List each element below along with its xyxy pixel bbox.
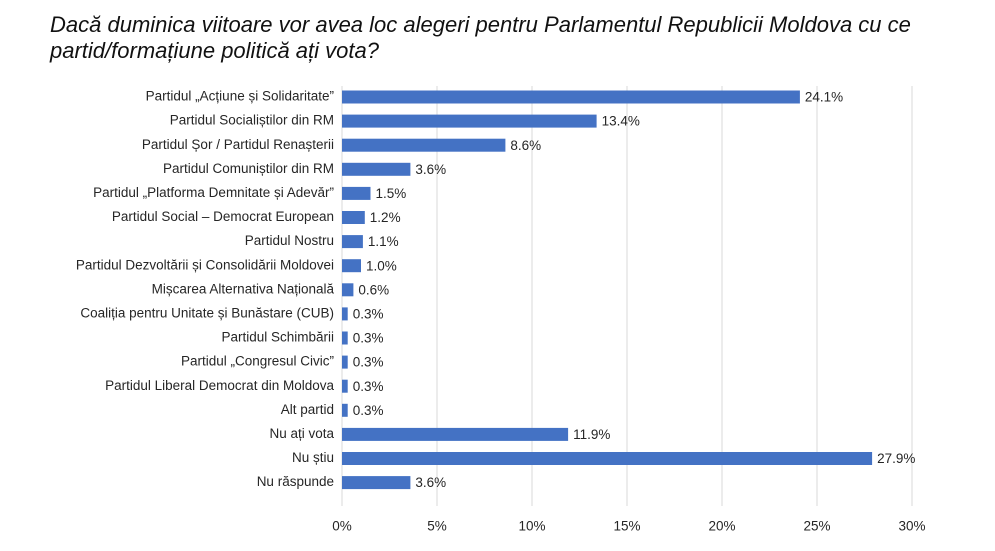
bar — [342, 427, 569, 441]
data-label: 1.1% — [368, 234, 399, 249]
x-tick-label: 5% — [427, 519, 447, 534]
data-label: 1.2% — [370, 210, 401, 225]
chart-title: Dacă duminica viitoare vor avea loc aleg… — [50, 12, 911, 63]
category-label: Partidul Șor / Partidul Renașterii — [142, 137, 334, 152]
data-label: 3.6% — [415, 162, 446, 177]
category-label: Alt partid — [281, 402, 334, 417]
data-label: 13.4% — [602, 114, 640, 129]
bar — [342, 90, 800, 104]
data-label: 0.3% — [353, 379, 384, 394]
x-tick-label: 20% — [708, 519, 735, 534]
category-label: Nu răspunde — [257, 474, 334, 489]
category-label: Partidul Comuniștilor din RM — [163, 161, 334, 176]
category-label: Partidul Dezvoltării și Consolidării Mol… — [76, 257, 334, 272]
data-label: 0.3% — [353, 403, 384, 418]
bar — [342, 379, 348, 393]
data-label: 3.6% — [415, 475, 446, 490]
bar — [342, 114, 597, 128]
data-label: 0.3% — [353, 331, 384, 346]
bar — [342, 452, 873, 465]
x-tick-label: 10% — [518, 519, 545, 534]
category-label: Partidul Social – Democrat European — [112, 209, 334, 224]
data-label: 1.0% — [366, 258, 397, 273]
category-label: Partidul Nostru — [245, 233, 334, 248]
bar — [342, 283, 354, 297]
bar-layer — [342, 90, 873, 490]
label-layer: 0% 5% 10% 15% 20% 25% 30% Partidul „Acțiune și … — [76, 89, 926, 534]
bar — [342, 307, 348, 321]
category-label: Partidul Liberal Democrat din Moldova — [105, 378, 334, 393]
x-tick-label: 15% — [613, 519, 640, 534]
bar — [342, 235, 363, 249]
data-label: 0.3% — [353, 355, 384, 370]
x-tick-label: 25% — [803, 519, 830, 534]
x-tick-label: 30% — [898, 519, 925, 534]
bar — [342, 162, 411, 176]
data-label: 0.6% — [358, 282, 389, 297]
bar — [342, 138, 506, 152]
category-label: Partidul Schimbării — [221, 330, 334, 345]
x-tick-label: 0% — [332, 519, 352, 534]
category-label: Partidul „Congresul Civic” — [181, 354, 334, 369]
data-label: 1.5% — [376, 186, 407, 201]
data-label: 0.3% — [353, 306, 384, 321]
category-label: Partidul „Acțiune și Solidaritate” — [146, 89, 334, 104]
data-label: 11.9% — [573, 427, 610, 442]
bar — [342, 186, 371, 200]
bar — [342, 259, 361, 273]
category-label: Partidul Socialiștilor din RM — [170, 113, 334, 128]
data-label: 8.6% — [510, 138, 541, 153]
category-label: Coaliția pentru Unitate și Bunăstare (CU… — [80, 305, 334, 320]
data-label: 27.9% — [877, 451, 915, 466]
bar — [342, 211, 365, 224]
bar — [342, 476, 411, 490]
bar — [342, 403, 348, 417]
bar — [342, 331, 348, 345]
category-label: Mișcarea Alternativa Națională — [152, 281, 335, 296]
bar — [342, 355, 348, 369]
data-label: 24.1% — [805, 90, 843, 105]
category-label: Partidul „Platforma Demnitate și Adevăr” — [93, 185, 334, 200]
category-label: Nu știu — [292, 450, 334, 465]
category-label: Nu ați vota — [269, 426, 334, 441]
